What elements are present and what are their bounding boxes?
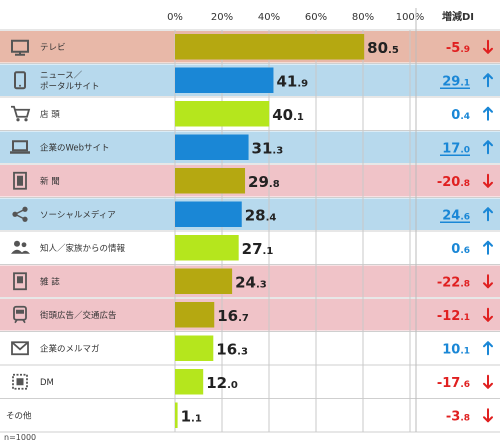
train-icon <box>13 305 27 324</box>
category-label: 雑 誌 <box>40 276 60 287</box>
bar <box>175 34 365 60</box>
value-label: 28.4 <box>245 206 277 224</box>
value-label: 16.3 <box>216 340 248 358</box>
value-label: 29.8 <box>248 173 280 191</box>
arrow-up-icon <box>483 140 493 155</box>
category-label: 知人／家族からの情報 <box>40 243 126 254</box>
category-label: ソーシャルメディア <box>40 209 116 220</box>
bar <box>175 402 178 428</box>
di-column-title: 増減DI <box>442 10 474 23</box>
value-label: 16.7 <box>217 307 249 325</box>
x-tick-label: 100% <box>396 12 425 23</box>
row-band <box>0 265 500 297</box>
people-icon <box>11 240 30 254</box>
bar <box>175 101 270 127</box>
bar <box>175 369 204 395</box>
arrow-down-icon <box>483 307 493 322</box>
di-value: 10.1 <box>442 342 470 357</box>
value-label: 40.1 <box>272 106 304 124</box>
bar <box>175 134 249 160</box>
di-value: -22.8 <box>437 275 470 290</box>
smartphone-icon <box>14 71 26 90</box>
x-tick-label: 20% <box>211 12 233 23</box>
row-band <box>0 131 500 163</box>
bar <box>175 235 239 261</box>
arrow-down-icon <box>483 39 493 54</box>
category-label: その他 <box>6 410 32 421</box>
row-band <box>0 299 500 331</box>
category-label: 店 頭 <box>40 109 60 120</box>
value-label: 41.9 <box>276 72 308 90</box>
di-value: 29.1 <box>442 74 470 89</box>
x-tick-label: 0% <box>167 12 183 23</box>
sample-size-note: n=1000 <box>4 433 36 442</box>
category-label: 企業のメルマガ <box>40 343 100 354</box>
arrow-up-icon <box>483 207 493 222</box>
arrow-up-icon <box>483 106 493 121</box>
value-label: 27.1 <box>242 240 274 258</box>
value-label: 24.3 <box>235 273 267 291</box>
value-label: 80.5 <box>367 39 399 57</box>
bar <box>175 302 215 328</box>
category-label: ニュース／ポータルサイト <box>40 71 100 92</box>
cart-icon <box>11 105 31 122</box>
bar <box>175 335 214 361</box>
newspaper-icon <box>13 171 27 190</box>
bar <box>175 268 233 294</box>
arrow-down-icon <box>483 374 493 389</box>
arrow-down-icon <box>483 173 493 188</box>
value-label: 31.3 <box>252 139 284 157</box>
category-label: 街頭広告／交通広告 <box>40 310 117 321</box>
stamp-icon <box>12 373 28 390</box>
arrow-down-icon <box>483 274 493 289</box>
mail-icon <box>11 341 29 356</box>
category-label: 企業のWebサイト <box>40 142 110 153</box>
arrow-down-icon <box>483 408 493 423</box>
bar <box>175 168 246 194</box>
di-value: -20.8 <box>437 175 470 190</box>
category-label: テレビ <box>40 43 66 53</box>
bar <box>175 201 242 227</box>
arrow-up-icon <box>483 240 493 255</box>
value-label: 12.0 <box>206 374 238 392</box>
di-value: 17.0 <box>442 141 470 156</box>
row-band <box>0 198 500 230</box>
value-label: 1.1 <box>181 407 202 425</box>
bar <box>175 67 274 93</box>
di-value: -3.8 <box>446 409 470 424</box>
x-tick-label: 40% <box>258 12 280 23</box>
category-label: DM <box>40 378 54 388</box>
tv-icon <box>11 39 29 56</box>
magazine-icon <box>13 272 27 291</box>
di-value: -17.6 <box>437 376 470 391</box>
arrow-up-icon <box>483 73 493 88</box>
di-value: 24.6 <box>442 208 470 223</box>
x-tick-label: 80% <box>352 12 374 23</box>
di-value: 0.4 <box>451 108 470 123</box>
share-icon <box>12 206 28 222</box>
arrow-up-icon <box>483 341 493 356</box>
row-band <box>0 165 500 197</box>
x-tick-label: 60% <box>305 12 327 23</box>
di-value: 0.6 <box>451 242 470 257</box>
laptop-icon <box>10 140 30 154</box>
di-value: -5.9 <box>446 41 470 56</box>
category-label: 新 聞 <box>40 176 60 187</box>
di-value: -12.1 <box>437 309 470 324</box>
